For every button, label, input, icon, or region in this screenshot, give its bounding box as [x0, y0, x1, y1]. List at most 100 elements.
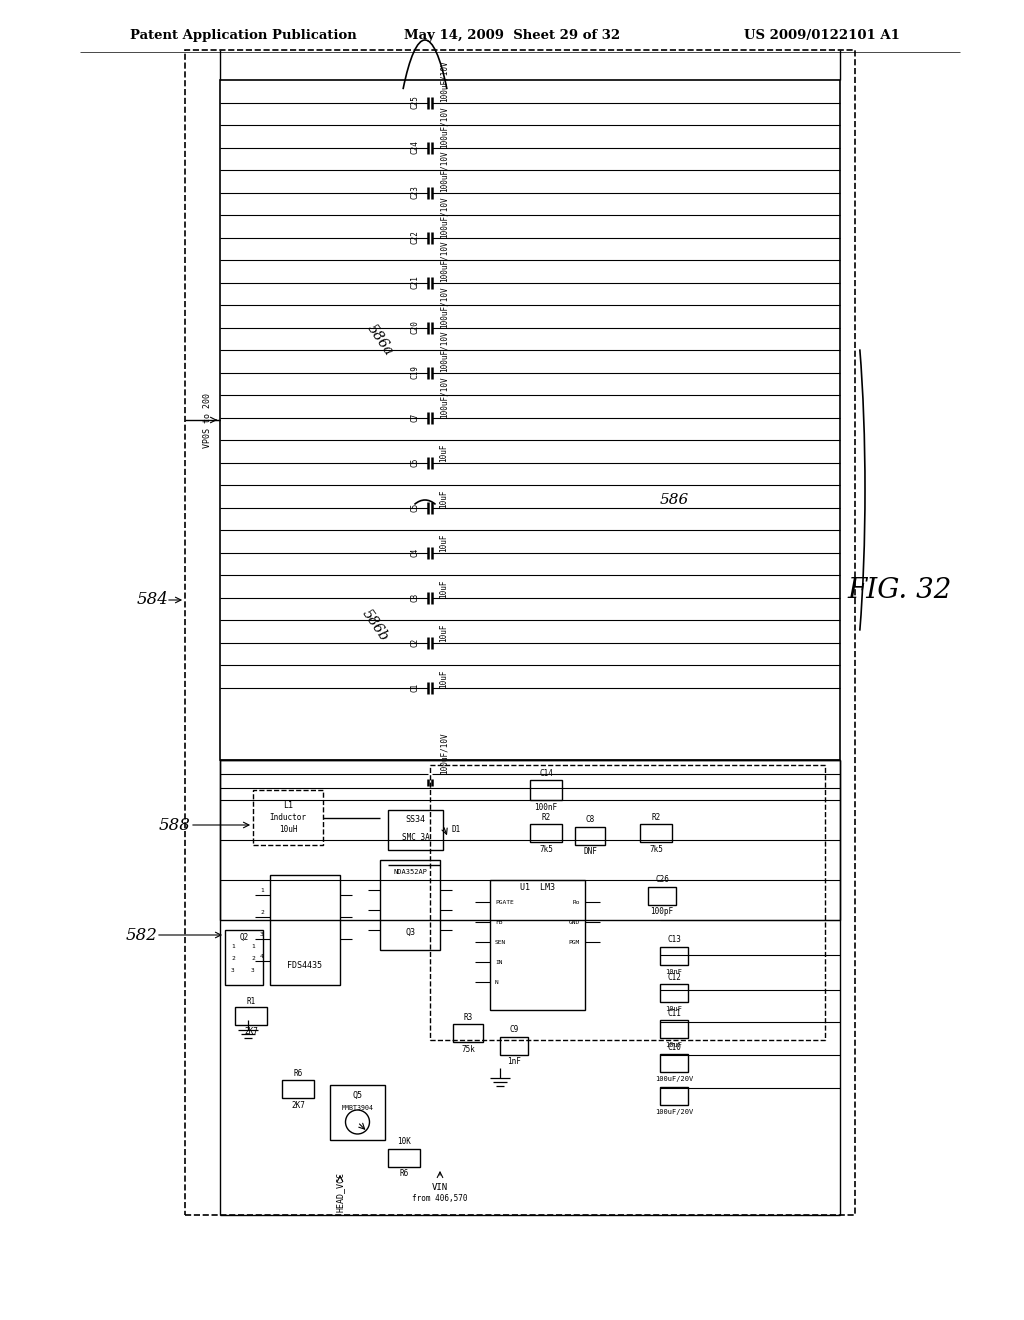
- Text: 1: 1: [260, 888, 264, 894]
- Text: 2K7: 2K7: [291, 1101, 305, 1110]
- Bar: [380, 861, 440, 950]
- Bar: [660, 1053, 688, 1072]
- Text: GND: GND: [568, 920, 580, 924]
- Text: 10uF: 10uF: [666, 1041, 683, 1048]
- Bar: [453, 1024, 483, 1041]
- Text: from 406,570: from 406,570: [413, 1193, 468, 1203]
- Text: 10uF: 10uF: [439, 669, 449, 688]
- Text: C10: C10: [667, 1043, 681, 1052]
- Text: C21: C21: [411, 276, 420, 289]
- Bar: [500, 1038, 528, 1055]
- Text: 1: 1: [231, 945, 234, 949]
- Text: 588: 588: [159, 817, 190, 833]
- Text: Q3: Q3: [406, 928, 415, 936]
- Text: 10uF: 10uF: [666, 1006, 683, 1012]
- Text: SEN: SEN: [495, 940, 506, 945]
- Text: Patent Application Publication: Patent Application Publication: [130, 29, 356, 41]
- Text: 2: 2: [251, 957, 255, 961]
- Text: C19: C19: [411, 366, 420, 379]
- Bar: [225, 931, 263, 985]
- Text: R2: R2: [542, 813, 551, 821]
- Text: MMBT3904: MMBT3904: [341, 1105, 374, 1111]
- Text: FB: FB: [495, 920, 503, 924]
- Bar: [640, 824, 672, 842]
- Text: 2K7: 2K7: [244, 1027, 258, 1036]
- Text: C5: C5: [411, 503, 420, 512]
- Text: 100uF/10V: 100uF/10V: [439, 240, 449, 282]
- Text: 4: 4: [260, 954, 264, 960]
- Text: HEAD_VCC: HEAD_VCC: [336, 1172, 344, 1212]
- Text: 10nF: 10nF: [666, 969, 683, 975]
- Text: C6: C6: [411, 458, 420, 467]
- Text: R3: R3: [464, 1012, 473, 1022]
- Text: 100uF/20V: 100uF/20V: [655, 1109, 693, 1115]
- Text: 586b: 586b: [359, 606, 391, 644]
- Bar: [660, 1086, 688, 1105]
- Text: 7k5: 7k5: [649, 845, 663, 854]
- Text: U1  LM3: U1 LM3: [520, 883, 555, 892]
- Text: IN: IN: [495, 960, 503, 965]
- Text: 100uF/10V: 100uF/10V: [439, 376, 449, 417]
- Text: C20: C20: [411, 321, 420, 334]
- Text: 100uF/20V: 100uF/20V: [655, 1076, 693, 1082]
- Text: 3: 3: [260, 932, 264, 937]
- Text: R2: R2: [651, 813, 660, 821]
- Text: R6: R6: [399, 1170, 409, 1179]
- Bar: [234, 1007, 267, 1026]
- Text: FDS4435: FDS4435: [288, 961, 323, 969]
- Text: C8: C8: [586, 816, 595, 825]
- Bar: [388, 1148, 420, 1167]
- Text: C9: C9: [509, 1026, 518, 1035]
- Text: C22: C22: [411, 231, 420, 244]
- Text: VP0S to 200: VP0S to 200: [203, 392, 212, 447]
- Text: May 14, 2009  Sheet 29 of 32: May 14, 2009 Sheet 29 of 32: [403, 29, 621, 41]
- Text: 582: 582: [126, 927, 158, 944]
- Text: 7k5: 7k5: [539, 845, 553, 854]
- Text: 100nF: 100nF: [535, 804, 557, 813]
- Text: C12: C12: [667, 973, 681, 982]
- Text: C14: C14: [539, 768, 553, 777]
- Text: 584: 584: [137, 591, 169, 609]
- Text: 2: 2: [260, 911, 264, 916]
- Bar: [282, 1080, 314, 1098]
- Text: 10uH: 10uH: [279, 825, 297, 833]
- Text: US 2009/0122101 A1: US 2009/0122101 A1: [744, 29, 900, 41]
- Text: C11: C11: [667, 1008, 681, 1018]
- Bar: [388, 810, 443, 850]
- Text: N: N: [495, 979, 499, 985]
- Bar: [648, 887, 676, 906]
- Bar: [220, 760, 840, 920]
- Text: 1: 1: [251, 945, 255, 949]
- Text: Q5: Q5: [352, 1090, 362, 1100]
- Text: Inductor: Inductor: [269, 813, 306, 821]
- Bar: [660, 1020, 688, 1038]
- Text: C26: C26: [655, 875, 669, 884]
- Text: SMC 3A: SMC 3A: [401, 833, 429, 842]
- Text: C2: C2: [411, 638, 420, 647]
- Text: SS34: SS34: [406, 816, 426, 825]
- Text: PGATE: PGATE: [495, 899, 514, 904]
- Text: 100uF/10V: 100uF/10V: [439, 61, 449, 103]
- Bar: [253, 789, 323, 845]
- Text: 586: 586: [660, 492, 689, 507]
- Text: 100uF/10V: 100uF/10V: [439, 733, 449, 774]
- Text: FIG. 32: FIG. 32: [848, 577, 952, 603]
- Text: Q2: Q2: [240, 932, 249, 941]
- Text: 10uF: 10uF: [439, 535, 449, 553]
- Text: NDA352AP: NDA352AP: [393, 869, 427, 875]
- Text: C1: C1: [411, 682, 420, 692]
- Text: 10K: 10K: [397, 1138, 411, 1147]
- Bar: [660, 983, 688, 1002]
- Text: C25: C25: [411, 95, 420, 110]
- Bar: [660, 946, 688, 965]
- Text: D1: D1: [451, 825, 460, 834]
- Text: 3: 3: [251, 969, 255, 974]
- Text: 100uF/10V: 100uF/10V: [439, 150, 449, 193]
- Text: VIN: VIN: [432, 1183, 449, 1192]
- Bar: [530, 824, 562, 842]
- Text: PGM: PGM: [568, 940, 580, 945]
- Text: C23: C23: [411, 186, 420, 199]
- Text: 100uF/10V: 100uF/10V: [439, 331, 449, 372]
- Text: 2: 2: [231, 957, 234, 961]
- Bar: [185, 50, 855, 1214]
